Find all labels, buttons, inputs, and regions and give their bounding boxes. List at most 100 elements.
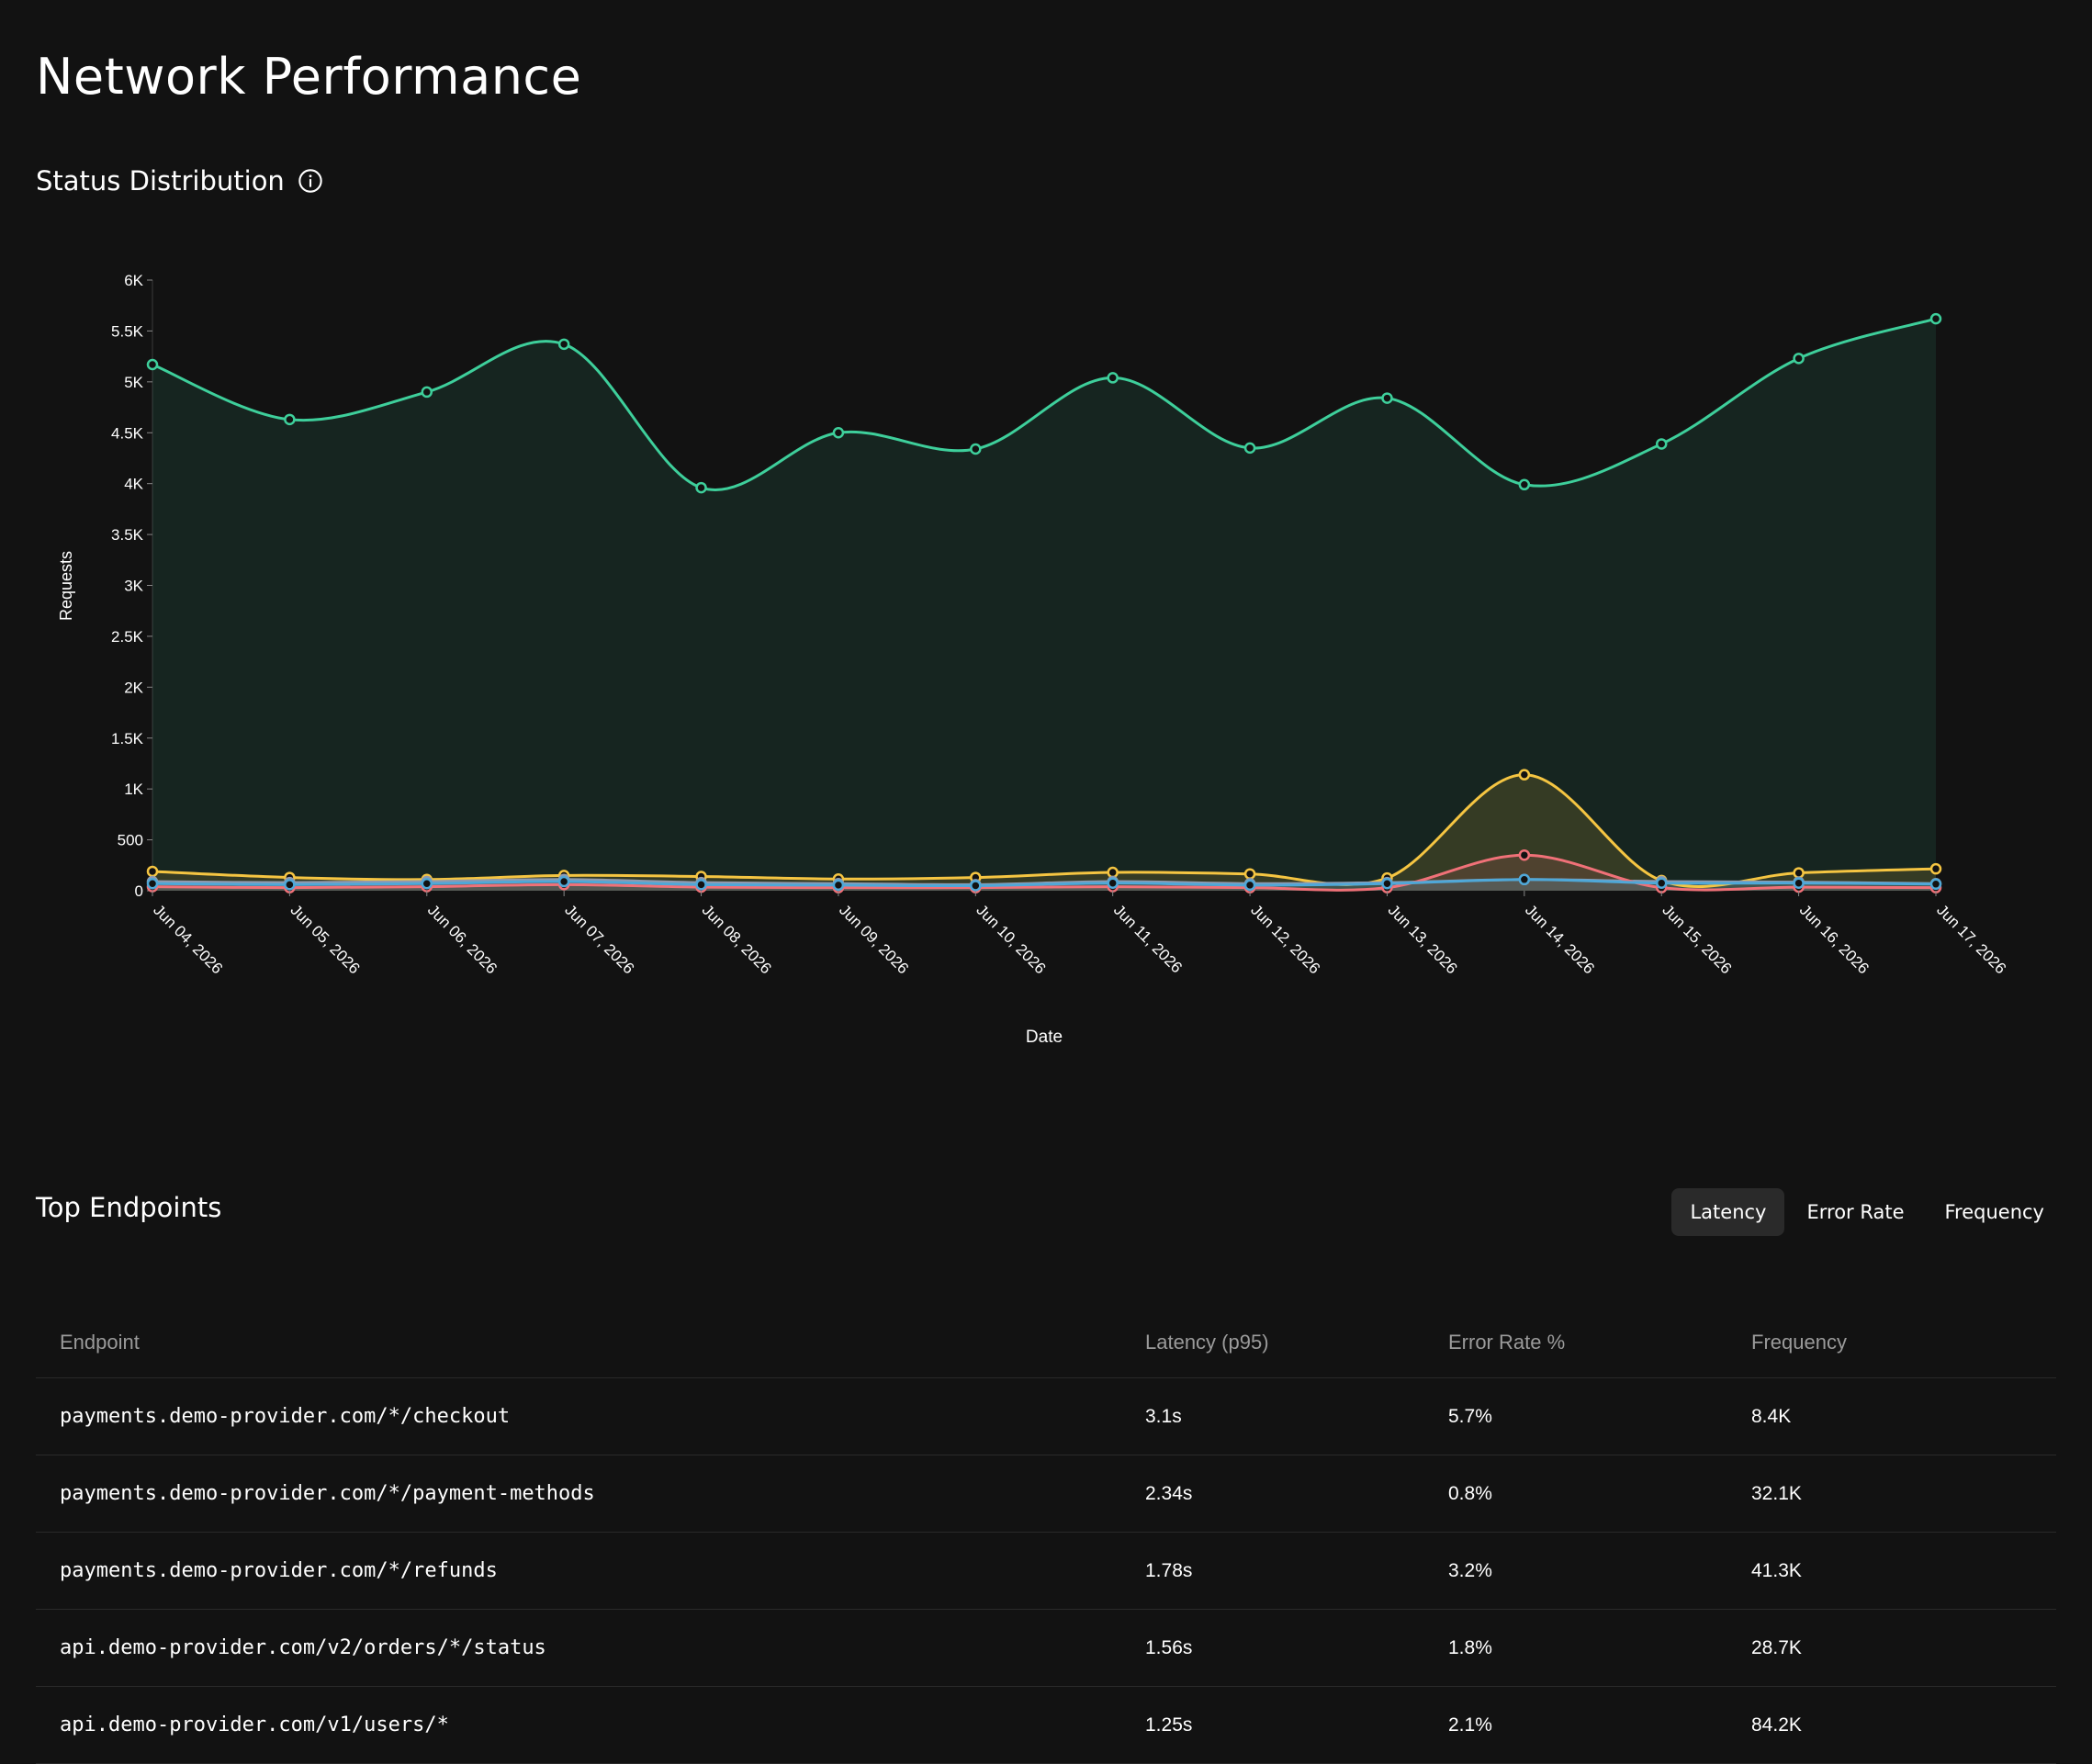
page-title: Network Performance (36, 48, 582, 106)
latency-cell: 3.1s (1145, 1377, 1448, 1455)
data-point (1793, 353, 1805, 365)
tab-latency[interactable]: Latency (1671, 1188, 1785, 1236)
x-tick-label: Jun 07, 2026 (561, 901, 637, 977)
x-tick-label: Jun 15, 2026 (1659, 901, 1735, 977)
data-point (1381, 877, 1393, 890)
latency-cell: 1.56s (1145, 1609, 1448, 1687)
data-point (1793, 867, 1805, 879)
y-axis-label: Requests (57, 551, 75, 621)
endpoint-cell: api.demo-provider.com/v1/users/* (36, 1686, 1145, 1764)
series-line (152, 853, 1937, 892)
x-tick-label: Jun 17, 2026 (1933, 901, 2009, 977)
data-point (695, 879, 707, 891)
error-rate-cell: 0.8% (1448, 1455, 1751, 1533)
series-area (152, 319, 1936, 891)
x-tick-label: Jun 06, 2026 (424, 901, 501, 977)
y-tick-label: 6K (124, 272, 143, 289)
latency-cell: 2.34s (1145, 1455, 1448, 1533)
table-row[interactable]: api.demo-provider.com/v1/users/* 1.25s 2… (36, 1686, 2056, 1764)
data-point (1929, 862, 1942, 875)
error-rate-cell: 5.7% (1448, 1377, 1751, 1455)
data-point (1107, 877, 1119, 889)
y-tick-label: 5.5K (111, 322, 144, 340)
series-line (152, 317, 1937, 491)
data-point (832, 879, 845, 892)
data-point (970, 443, 982, 455)
endpoint-cell: api.demo-provider.com/v2/orders/*/status (36, 1609, 1145, 1687)
y-tick-label: 2K (124, 679, 143, 696)
status-distribution-heading: Status Distribution (36, 165, 323, 197)
data-point (146, 865, 159, 878)
series-line (152, 878, 1937, 888)
data-point (557, 875, 570, 888)
y-tick-label: 4.5K (111, 424, 144, 442)
x-tick-label: Jun 12, 2026 (1247, 901, 1323, 977)
metric-tabs: Latency Error Rate Frequency (1671, 1188, 2063, 1236)
table-row[interactable]: payments.demo-provider.com/*/checkout 3.… (36, 1377, 2056, 1455)
y-tick-label: 2.5K (111, 628, 144, 646)
x-tick-label: Jun 04, 2026 (150, 901, 226, 977)
data-point (1243, 879, 1256, 892)
x-tick-label: Jun 16, 2026 (1796, 901, 1873, 977)
data-point (695, 481, 707, 494)
data-point (1518, 848, 1531, 861)
error-rate-cell: 1.8% (1448, 1609, 1751, 1687)
data-point (557, 338, 570, 351)
data-point (970, 880, 982, 892)
status-distribution-chart: 0 500 1K 1.5K 2K 2.5K 3K 3.5K 4K 4.5K 5K 5.5K 6K Jun … (57, 272, 2009, 1047)
y-tick-label: 0 (135, 882, 143, 900)
data-point (284, 413, 296, 426)
x-tick-label: Jun 08, 2026 (699, 901, 775, 977)
latency-cell: 1.78s (1145, 1532, 1448, 1610)
data-point (1243, 868, 1256, 880)
x-axis-label: Date (1026, 1028, 1063, 1047)
data-point (284, 879, 296, 891)
table-row[interactable]: api.demo-provider.com/v2/orders/*/status… (36, 1609, 2056, 1687)
data-point (1929, 312, 1942, 325)
data-point (146, 358, 159, 371)
status-distribution-title: Status Distribution (36, 165, 285, 197)
tab-error-rate[interactable]: Error Rate (1806, 1201, 1905, 1223)
tab-frequency[interactable]: Frequency (1944, 1201, 2045, 1223)
data-point (146, 877, 159, 890)
frequency-cell: 32.1K (1751, 1455, 2056, 1533)
y-tick-label: 5K (124, 374, 143, 391)
frequency-cell: 28.7K (1751, 1609, 2056, 1687)
data-point (421, 386, 433, 399)
series-area (152, 855, 1936, 891)
series-area (152, 774, 1936, 891)
x-tick-label: Jun 11, 2026 (1110, 901, 1186, 976)
data-point (1107, 866, 1119, 879)
header-error-rate[interactable]: Error Rate % (1448, 1308, 1751, 1378)
error-rate-cell: 2.1% (1448, 1686, 1751, 1764)
x-tick-label: Jun 14, 2026 (1522, 901, 1598, 977)
table-row[interactable]: payments.demo-provider.com/*/payment-met… (36, 1455, 2056, 1533)
data-point (1655, 438, 1668, 450)
latency-cell: 1.25s (1145, 1686, 1448, 1764)
endpoint-cell: payments.demo-provider.com/*/refunds (36, 1532, 1145, 1610)
endpoint-cell: payments.demo-provider.com/*/checkout (36, 1377, 1145, 1455)
y-tick-label: 1.5K (111, 730, 144, 747)
y-tick-label: 4K (124, 476, 143, 493)
y-tick-label: 500 (118, 832, 143, 849)
x-tick-label: Jun 10, 2026 (973, 901, 1049, 977)
endpoints-table: Endpoint Latency (p95) Error Rate % Freq… (36, 1308, 2056, 1764)
x-tick-label: Jun 13, 2026 (1385, 901, 1461, 977)
top-endpoints-title: Top Endpoints (36, 1192, 222, 1223)
data-point (1381, 392, 1393, 404)
info-icon[interactable] (298, 168, 323, 194)
data-point (1518, 769, 1531, 781)
data-point (421, 877, 433, 890)
frequency-cell: 84.2K (1751, 1686, 2056, 1764)
data-point (1929, 878, 1942, 891)
x-tick-label: Jun 05, 2026 (287, 901, 364, 977)
frequency-cell: 8.4K (1751, 1377, 2056, 1455)
endpoint-cell: payments.demo-provider.com/*/payment-met… (36, 1455, 1145, 1533)
table-row[interactable]: payments.demo-provider.com/*/refunds 1.7… (36, 1532, 2056, 1610)
y-tick-label: 1K (124, 781, 143, 798)
header-frequency[interactable]: Frequency (1751, 1308, 2056, 1378)
error-rate-cell: 3.2% (1448, 1532, 1751, 1610)
header-latency[interactable]: Latency (p95) (1145, 1308, 1448, 1378)
data-point (1518, 478, 1531, 491)
header-endpoint[interactable]: Endpoint (36, 1308, 1145, 1378)
